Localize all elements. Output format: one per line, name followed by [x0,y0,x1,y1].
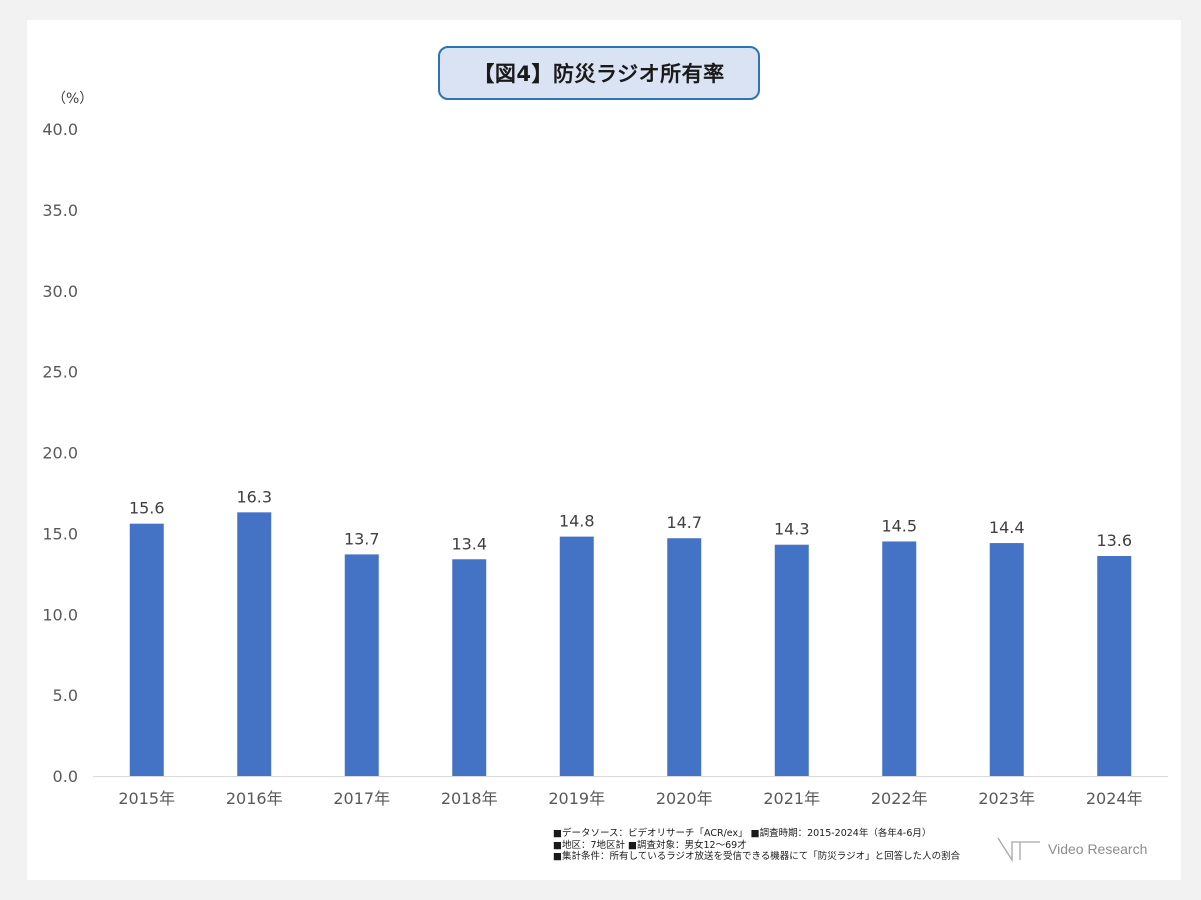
data-label: 14.7 [666,513,702,532]
company-logo: Video Research [996,836,1147,862]
data-label: 13.7 [344,529,380,548]
data-label: 14.4 [989,518,1025,537]
y-tick-label: 10.0 [42,605,78,624]
y-tick-label: 0.0 [53,767,78,786]
footnote-line: ■地区：7地区計 ■調査対象：男女12～69才 [553,839,747,851]
bar [452,559,487,776]
bar [559,536,594,776]
footnote-line: ■データソース：ビデオリサーチ「ACR/ex」 ■調査時期：2015-2024年… [553,828,932,839]
bar [129,523,164,776]
y-tick-label: 5.0 [53,686,78,705]
x-tick-label: 2022年 [871,789,928,808]
footnote-line: ■集計条件：所有しているラジオ放送を受信できる機器にて「防災ラジオ」と回答した人… [553,851,961,862]
y-tick-label: 35.0 [42,201,78,220]
x-tick-label: 2017年 [333,789,390,808]
data-label: 13.6 [1096,531,1132,550]
y-tick-label: 25.0 [42,363,78,382]
y-tick-label: 40.0 [42,120,78,139]
bar [774,544,809,776]
data-label: 14.8 [559,512,595,531]
data-label: 16.3 [236,487,272,506]
data-label: 15.6 [129,499,165,518]
x-tick-label: 2016年 [226,789,283,808]
x-tick-label: 2019年 [548,789,605,808]
chart-title: 【図4】防災ラジオ所有率 [438,46,760,100]
y-tick-label: 30.0 [42,282,78,301]
bar [344,554,379,776]
bar [237,512,272,776]
x-tick-label: 2023年 [978,789,1035,808]
footnotes: ■データソース：ビデオリサーチ「ACR/ex」 ■調査時期：2015-2024年… [553,828,960,863]
y-tick-label: 20.0 [42,444,78,463]
x-tick-label: 2015年 [118,789,175,808]
x-tick-label: 2018年 [441,789,498,808]
bar [667,538,702,776]
x-tick-label: 2024年 [1086,789,1143,808]
x-tick-label: 2020年 [656,789,713,808]
x-tick-label: 2021年 [763,789,820,808]
y-axis-unit-label: （%） [52,91,94,107]
data-label: 14.3 [774,520,810,539]
slide-background [27,20,1181,880]
bar [882,541,917,776]
data-label: 13.4 [451,534,487,553]
logo-mark-icon [997,837,1040,862]
y-tick-label: 15.0 [42,524,78,543]
bar [1097,556,1132,776]
data-label: 14.5 [881,516,917,535]
bar [989,543,1024,776]
logo-text: Video Research [1048,841,1148,857]
